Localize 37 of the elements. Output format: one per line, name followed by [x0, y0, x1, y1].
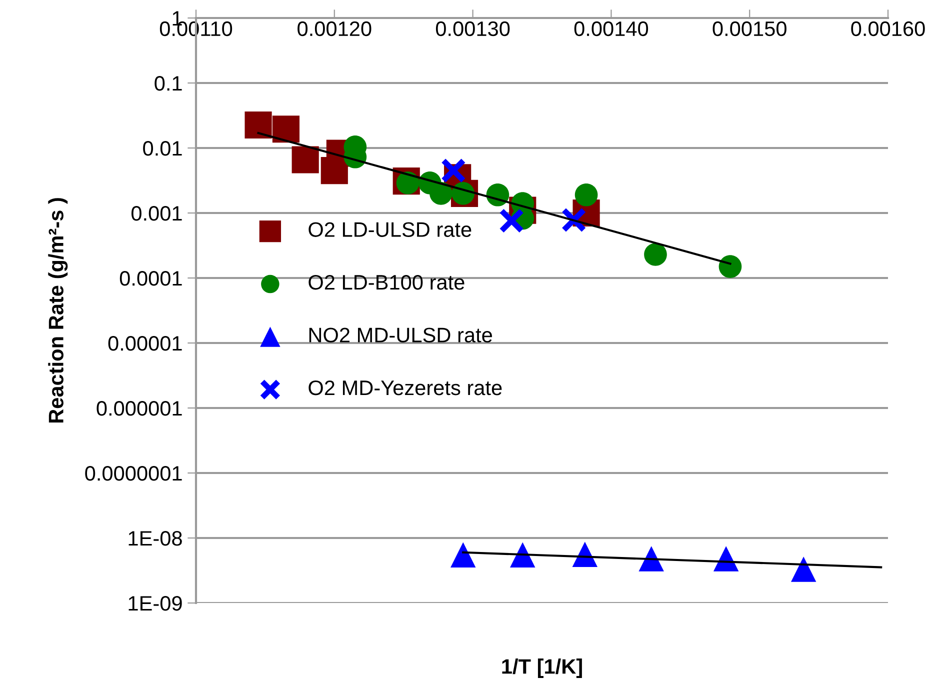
point [292, 146, 319, 174]
x-tick-label: 0.00120 [298, 21, 372, 36]
point [638, 546, 664, 572]
point [450, 542, 476, 568]
point [272, 116, 300, 143]
y-tick-label: 0.000001 [96, 401, 182, 416]
legend-label: O2 LD-B100 rate [308, 274, 464, 290]
y-tick-label: 0.0001 [120, 271, 182, 286]
x-tick-label: 0.00130 [436, 21, 510, 36]
y-tick-label: 1E-09 [128, 596, 182, 611]
point [644, 243, 667, 266]
point [430, 182, 452, 205]
point [718, 255, 742, 278]
point [498, 208, 524, 234]
y-tick-label: 0.00001 [108, 336, 182, 351]
point [790, 556, 816, 582]
point [561, 207, 586, 233]
point [574, 183, 598, 206]
point [440, 158, 466, 184]
legend-label: NO2 MD-ULSD rate [309, 328, 492, 342]
point [713, 546, 739, 572]
x-tick-label: 0.00160 [851, 21, 925, 36]
x-tick-label: 0.00140 [574, 21, 648, 36]
y-tick-label: 0.01 [143, 141, 182, 156]
y-axis-title: Reaction Rate (g/m²-s ) [48, 198, 68, 423]
x-axis-title: 1/T [1/K] [502, 658, 582, 678]
point [244, 111, 272, 139]
x-tick-label: 0.00150 [712, 21, 786, 36]
point [320, 157, 348, 184]
y-tick-label: 0.0000001 [85, 466, 182, 481]
y-tick-label: 0.001 [131, 206, 182, 221]
legend-label: O2 LD-ULSD rate [308, 222, 472, 237]
point [572, 542, 598, 567]
legend-label: O2 MD-Yezerets rate [308, 380, 502, 396]
y-tick-label: 0.1 [154, 76, 182, 91]
point [510, 542, 536, 568]
y-tick-label: 1E-08 [128, 531, 182, 546]
